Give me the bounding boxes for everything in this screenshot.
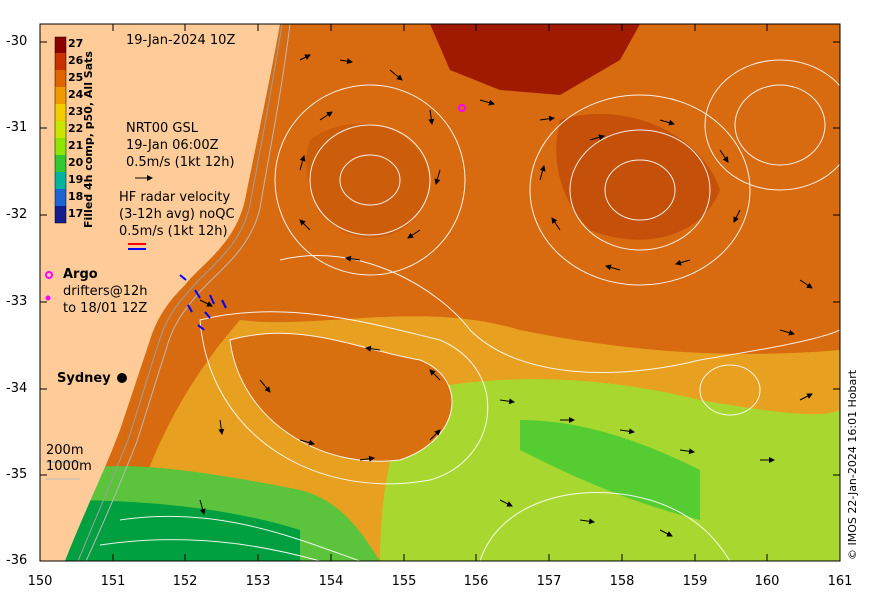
x-tick: 154 [318, 574, 344, 589]
x-tick: 152 [172, 574, 198, 589]
colorbar-label: 19 [68, 173, 84, 186]
x-tick: 156 [463, 574, 489, 589]
gsl-legend-line1: NRT00 GSL [126, 121, 198, 136]
sydney-marker [117, 373, 127, 383]
argo-legend-label: Argo [63, 267, 98, 282]
colorbar-swatch-22 [55, 121, 66, 138]
argo-float [458, 104, 466, 112]
x-tick: 159 [682, 574, 708, 589]
map-date-title: 19-Jan-2024 10Z [126, 33, 236, 48]
colorbar [54, 36, 67, 224]
gsl-legend-line2: 19-Jan 06:00Z [126, 138, 219, 153]
y-tick: -35 [6, 467, 28, 482]
colorbar-label: 18 [68, 190, 84, 203]
cold-patch [40, 500, 300, 561]
y-tick: -33 [6, 294, 28, 309]
x-tick: 160 [754, 574, 780, 589]
warm-core-north [430, 24, 640, 95]
y-tick: -34 [6, 381, 28, 396]
hf-radar-vectors [179, 274, 227, 331]
current-vectors [199, 54, 813, 537]
eddy-core-east [556, 113, 720, 240]
x-tick: 150 [27, 574, 53, 589]
drifters-legend-line1: drifters@12h [63, 284, 148, 299]
gsl-legend-line3: 0.5m/s (1kt 12h) [126, 155, 235, 170]
eddy-core-west [306, 123, 430, 238]
colorbar-swatch-26 [55, 53, 66, 70]
australia-land [40, 24, 280, 561]
colorbar-label: 22 [68, 122, 84, 135]
cool-filament [520, 420, 700, 520]
sydney-label: Sydney [57, 371, 111, 386]
x-tick: 161 [827, 574, 853, 589]
colorbar-swatch-25 [55, 70, 66, 87]
radar-legend-line1: HF radar velocity [119, 190, 231, 205]
colorbar-swatch-27 [55, 37, 66, 53]
argo-legend-symbol [45, 271, 53, 279]
y-tick: -36 [6, 553, 28, 568]
x-tick: 155 [391, 574, 417, 589]
radar-legend-line3: 0.5m/s (1kt 12h) [119, 224, 228, 239]
colorbar-swatch-20 [55, 155, 66, 172]
colorbar-swatch-18 [55, 189, 66, 206]
colorbar-label: 21 [68, 139, 84, 152]
radar-legend-line2: (3-12h avg) noQC [119, 207, 235, 222]
colorbar-swatch-21 [55, 138, 66, 155]
colorbar-label: 27 [68, 37, 84, 50]
depth-200-label: 200m [46, 443, 84, 458]
colorbar-label: 23 [68, 105, 84, 118]
axis-ticks [40, 24, 840, 562]
isobath-1000m [85, 24, 291, 561]
ssh-contours [99, 59, 840, 561]
colorbar-label: 24 [68, 88, 84, 101]
colorbar-swatch-23 [55, 104, 66, 121]
colorbar-swatch-24 [55, 87, 66, 104]
drifters-legend-line2: to 18/01 12Z [63, 301, 148, 316]
isobath-200m [77, 24, 283, 561]
x-tick: 151 [100, 574, 126, 589]
colorbar-swatch-19 [55, 172, 66, 189]
colorbar-label: 17 [68, 207, 84, 220]
imos-credit: © IMOS 22-Jan-2024 16:01 Hobart [846, 369, 859, 560]
x-tick: 153 [245, 574, 271, 589]
depth-1000-label: 1000m [46, 459, 92, 474]
colorbar-swatch-17 [55, 206, 66, 223]
y-tick: -30 [6, 34, 28, 49]
colorbar-label: 26 [68, 54, 84, 67]
x-tick: 157 [536, 574, 562, 589]
y-tick: -32 [6, 207, 28, 222]
colorbar-title: Filled 4h comp, p50, All Sats [82, 51, 95, 228]
plot-frame [39, 23, 841, 562]
colorbar-label: 20 [68, 156, 84, 169]
x-tick: 158 [609, 574, 635, 589]
warm-eddy-south [230, 333, 453, 462]
y-tick: -31 [6, 120, 28, 135]
colorbar-label: 25 [68, 71, 84, 84]
drifter-legend-symbol [45, 295, 51, 301]
